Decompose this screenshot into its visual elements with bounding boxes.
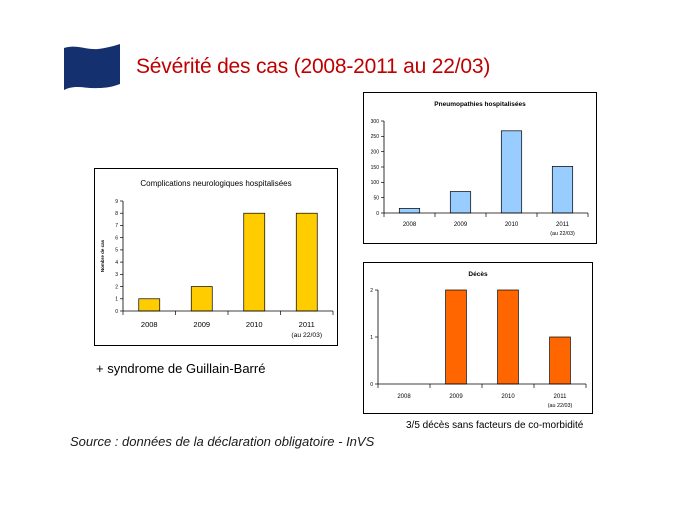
pneumo-svg: Pneumopathies hospitalisées 0 50 100 150 200 2… (371, 101, 589, 237)
comorbidity-note: 3/5 décès sans facteurs de co-morbidité (406, 420, 584, 431)
chart-pneumo: Pneumopathies hospitalisées 0 50 100 150 200 2… (363, 92, 597, 244)
pneumo-ytick-label: 50 (373, 195, 379, 201)
neuro-bar-2011 (295, 212, 318, 312)
deces-category-label: 2011 (554, 394, 568, 400)
pneumo-bar-2008 (398, 208, 421, 214)
neuro-title: Complications neurologiques hospitalisée… (140, 179, 291, 188)
neuro-category-sublabel: (au 22/03) (291, 332, 322, 339)
neuro-category-label: 2008 (141, 320, 158, 329)
pneumo-ytick-label: 200 (371, 149, 380, 155)
pneumo-ytick-label: 250 (371, 134, 380, 140)
deces-bar-2010 (497, 289, 519, 385)
deces-bar-2011 (549, 336, 571, 385)
neuro-ytick-label: 9 (115, 199, 118, 205)
deces-category-label: 2010 (501, 394, 515, 400)
neuro-ytick-label: 3 (115, 272, 118, 278)
pneumo-bar-2010 (500, 130, 523, 214)
flag-logo (64, 44, 120, 90)
chart-neuro: Complications neurologiques hospitalisée… (94, 168, 338, 346)
deces-ytick-label: 1 (370, 335, 373, 341)
page-title: Sévérité des cas (2008-2011 au 22/03) (136, 55, 491, 78)
guillain-barre-note: + syndrome de Guillain-Barré (96, 361, 266, 376)
neuro-svg: Complications neurologiques hospitalisée… (100, 179, 334, 339)
neuro-ytick-label: 2 (115, 284, 118, 290)
neuro-ytick-label: 5 (115, 248, 118, 254)
pneumo-category-label: 2010 (505, 222, 519, 228)
neuro-ylabel: Nombre de cas (100, 239, 105, 272)
deces-category-sublabel: (au 22/03) (548, 403, 573, 409)
neuro-ytick-label: 4 (115, 260, 118, 266)
deces-category-label: 2008 (397, 394, 411, 400)
pneumo-title: Pneumopathies hospitalisées (434, 101, 526, 108)
neuro-ytick-label: 0 (115, 309, 118, 315)
deces-ytick-label: 0 (370, 382, 373, 388)
pneumo-ytick-label: 100 (371, 180, 380, 186)
pneumo-ytick-label: 150 (371, 165, 380, 171)
pneumo-bar-2009 (449, 191, 472, 214)
neuro-bar-2008 (138, 298, 161, 312)
neuro-ytick-label: 1 (115, 297, 118, 303)
neuro-category-label: 2009 (193, 320, 210, 329)
pneumo-ytick-label: 0 (376, 211, 379, 217)
neuro-ytick-label: 7 (115, 223, 118, 229)
neuro-category-label: 2010 (246, 320, 263, 329)
neuro-category-label: 2011 (299, 320, 315, 329)
pneumo-category-label: 2008 (403, 222, 417, 228)
pneumo-category-sublabel: (au 22/03) (550, 231, 575, 237)
deces-title: Décès (468, 271, 488, 278)
chart-deces: Décès 0 1 2 2008 2009 2010 2011 (au 22/03) (363, 262, 593, 414)
deces-category-label: 2009 (449, 394, 463, 400)
neuro-bar-2010 (243, 212, 266, 312)
deces-bar-2009 (445, 289, 467, 385)
pneumo-category-label: 2011 (556, 222, 570, 228)
deces-ytick-label: 2 (370, 288, 373, 294)
neuro-ytick-label: 8 (115, 211, 118, 217)
pneumo-ytick-label: 300 (371, 119, 380, 125)
deces-svg: Décès 0 1 2 2008 2009 2010 2011 (au 22/03) (370, 271, 587, 409)
neuro-bar-2009 (190, 286, 213, 312)
source-note: Source : données de la déclaration oblig… (70, 434, 375, 449)
pneumo-category-label: 2009 (454, 222, 468, 228)
pneumo-bar-2011 (551, 166, 574, 214)
neuro-ytick-label: 6 (115, 235, 118, 241)
